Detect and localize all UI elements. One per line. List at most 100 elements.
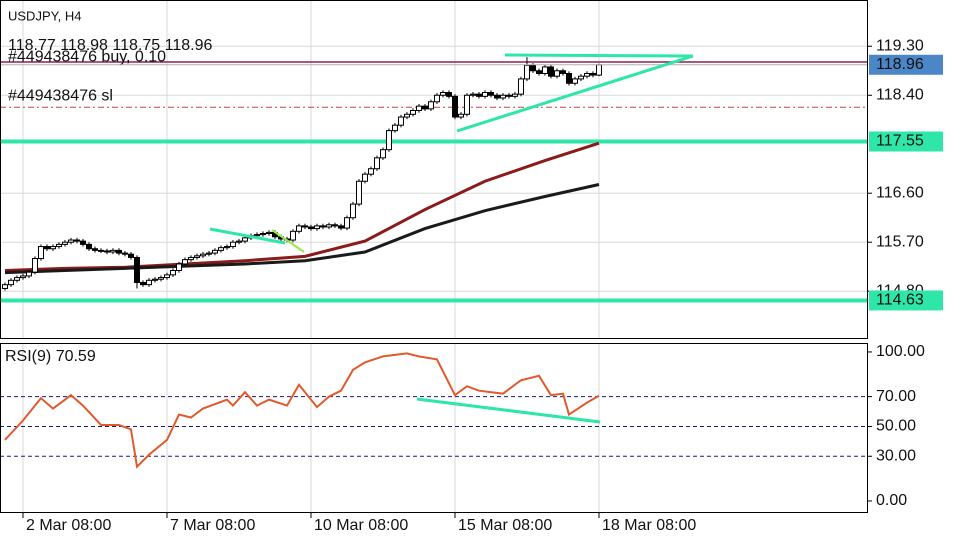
rsi-label: RSI(9) 70.59 <box>5 348 96 365</box>
y-tick-label: 50.00 <box>876 418 916 435</box>
candle-body <box>499 94 506 99</box>
candle-body <box>235 240 242 243</box>
candle-body <box>409 109 416 115</box>
candle-body <box>121 252 128 255</box>
close: 118.96 <box>165 37 213 54</box>
candle-body <box>457 113 464 118</box>
candle-body <box>97 249 104 252</box>
candle-body <box>475 93 482 97</box>
candle-body <box>535 70 542 74</box>
candle-body <box>589 72 596 76</box>
candle-body <box>337 225 344 229</box>
y-tick-label: 116.60 <box>876 184 924 201</box>
candle-body <box>19 275 26 279</box>
y-tick-label: 115.70 <box>876 233 924 250</box>
candle-body <box>151 278 158 281</box>
price-label: 114.63 <box>876 292 924 309</box>
candle-body <box>529 64 536 72</box>
rsi-value: 70.59 <box>56 348 96 365</box>
open: 118.77 <box>8 37 56 54</box>
x-tick-label: 7 Mar 08:00 <box>170 517 255 534</box>
candle-body <box>379 149 386 159</box>
candle-body <box>487 92 494 96</box>
candle-body <box>211 249 218 254</box>
rsi-panel-border <box>0 343 868 513</box>
candle-body <box>91 248 98 251</box>
candle-body <box>109 249 116 253</box>
candle-body <box>505 94 512 97</box>
candle-body <box>217 247 224 251</box>
candle-body <box>397 116 404 126</box>
high: 118.98 <box>60 37 108 54</box>
ohlc-header: 118.77 118.98 118.75 118.96 <box>8 37 212 54</box>
candle-body <box>427 101 434 110</box>
candle-body <box>559 70 566 74</box>
candle-body <box>193 255 200 258</box>
candle-body <box>367 168 374 175</box>
trendline <box>416 397 601 424</box>
trendline <box>271 229 305 253</box>
candle-body <box>511 93 518 97</box>
candle-body <box>541 66 548 74</box>
candle-body <box>7 279 14 286</box>
candle-body <box>115 249 122 254</box>
rsi-name: RSI(9) <box>5 348 51 365</box>
order-label: #449438476 sl <box>8 87 113 104</box>
y-tick-label: 100.00 <box>876 343 925 360</box>
candle-body <box>169 270 176 276</box>
candle-body <box>43 246 50 250</box>
candle-body <box>253 234 260 237</box>
rsi-line <box>4 352 600 469</box>
candle-body <box>577 75 584 80</box>
x-tick-label: 15 Mar 08:00 <box>458 517 552 534</box>
candle-body <box>223 246 230 249</box>
candle-body <box>301 225 308 228</box>
candle-body <box>13 277 20 281</box>
candle-body <box>127 253 134 258</box>
candle-body <box>547 66 554 77</box>
trendline <box>504 53 694 58</box>
price-label: 118.96 <box>876 56 924 73</box>
candle-body <box>385 130 392 151</box>
axis: 2 Mar 08:00 7 Mar 08:00 10 Mar 08:00 15 Mar… <box>22 37 943 534</box>
candle-body <box>403 113 410 118</box>
candle-body <box>295 225 302 232</box>
candle-body <box>433 94 440 103</box>
candle-body <box>289 230 296 241</box>
price-label: 117.55 <box>876 133 924 150</box>
price-panel-border <box>0 0 868 339</box>
y-tick-label: 0.00 <box>876 492 907 509</box>
candle-body <box>331 224 338 227</box>
candle-body <box>145 279 152 286</box>
candle-body <box>1 284 8 289</box>
candle-body <box>361 173 368 182</box>
candle-body <box>73 239 80 242</box>
candle-body <box>421 105 428 110</box>
candle-body <box>349 203 356 219</box>
candle-body <box>187 256 194 261</box>
candle-body <box>241 237 248 242</box>
x-tick-label: 18 Mar 08:00 <box>602 517 696 534</box>
order-label: #449438476 buy, 0.10 <box>8 48 166 65</box>
candle-body <box>259 232 266 236</box>
candle-body <box>139 281 146 286</box>
candle-body <box>343 217 350 229</box>
candle-body <box>595 64 602 76</box>
candle-body <box>553 70 560 77</box>
candle-body <box>439 92 446 96</box>
candle-body <box>265 231 272 234</box>
price-label-box <box>869 54 943 75</box>
candle-body <box>463 94 470 115</box>
candle-body <box>355 180 362 205</box>
candle-body <box>103 250 110 253</box>
candle-body <box>79 240 86 245</box>
candle-body <box>445 92 452 97</box>
candle-body <box>571 78 578 84</box>
candle-body <box>517 78 524 95</box>
x-tick-label: 10 Mar 08:00 <box>314 517 408 534</box>
candle-body <box>55 243 62 248</box>
candle-body <box>157 277 164 280</box>
candle-body <box>319 225 326 228</box>
candle-body <box>31 258 38 273</box>
candle-body <box>37 246 44 260</box>
